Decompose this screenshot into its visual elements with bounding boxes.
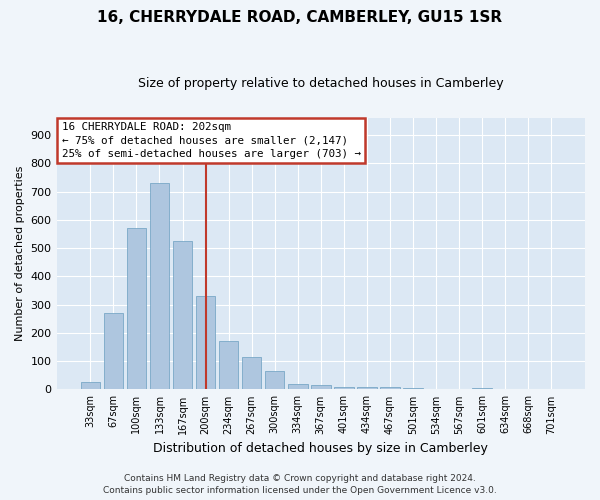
Bar <box>173 241 193 390</box>
Bar <box>288 384 308 390</box>
Bar <box>380 388 400 390</box>
Title: Size of property relative to detached houses in Camberley: Size of property relative to detached ho… <box>138 78 503 90</box>
Bar <box>80 382 100 390</box>
Text: 16, CHERRYDALE ROAD, CAMBERLEY, GU15 1SR: 16, CHERRYDALE ROAD, CAMBERLEY, GU15 1SR <box>97 10 503 25</box>
Bar <box>196 296 215 390</box>
Bar <box>311 385 331 390</box>
Bar <box>219 342 238 390</box>
Bar <box>104 313 123 390</box>
Text: 16 CHERRYDALE ROAD: 202sqm
← 75% of detached houses are smaller (2,147)
25% of s: 16 CHERRYDALE ROAD: 202sqm ← 75% of deta… <box>62 122 361 158</box>
Bar <box>149 183 169 390</box>
Text: Contains HM Land Registry data © Crown copyright and database right 2024.
Contai: Contains HM Land Registry data © Crown c… <box>103 474 497 495</box>
Bar <box>334 386 353 390</box>
Bar <box>265 371 284 390</box>
X-axis label: Distribution of detached houses by size in Camberley: Distribution of detached houses by size … <box>154 442 488 455</box>
Bar <box>357 386 377 390</box>
Bar <box>472 388 492 390</box>
Y-axis label: Number of detached properties: Number of detached properties <box>15 166 25 342</box>
Bar <box>403 388 423 390</box>
Bar <box>242 357 262 390</box>
Bar <box>127 228 146 390</box>
